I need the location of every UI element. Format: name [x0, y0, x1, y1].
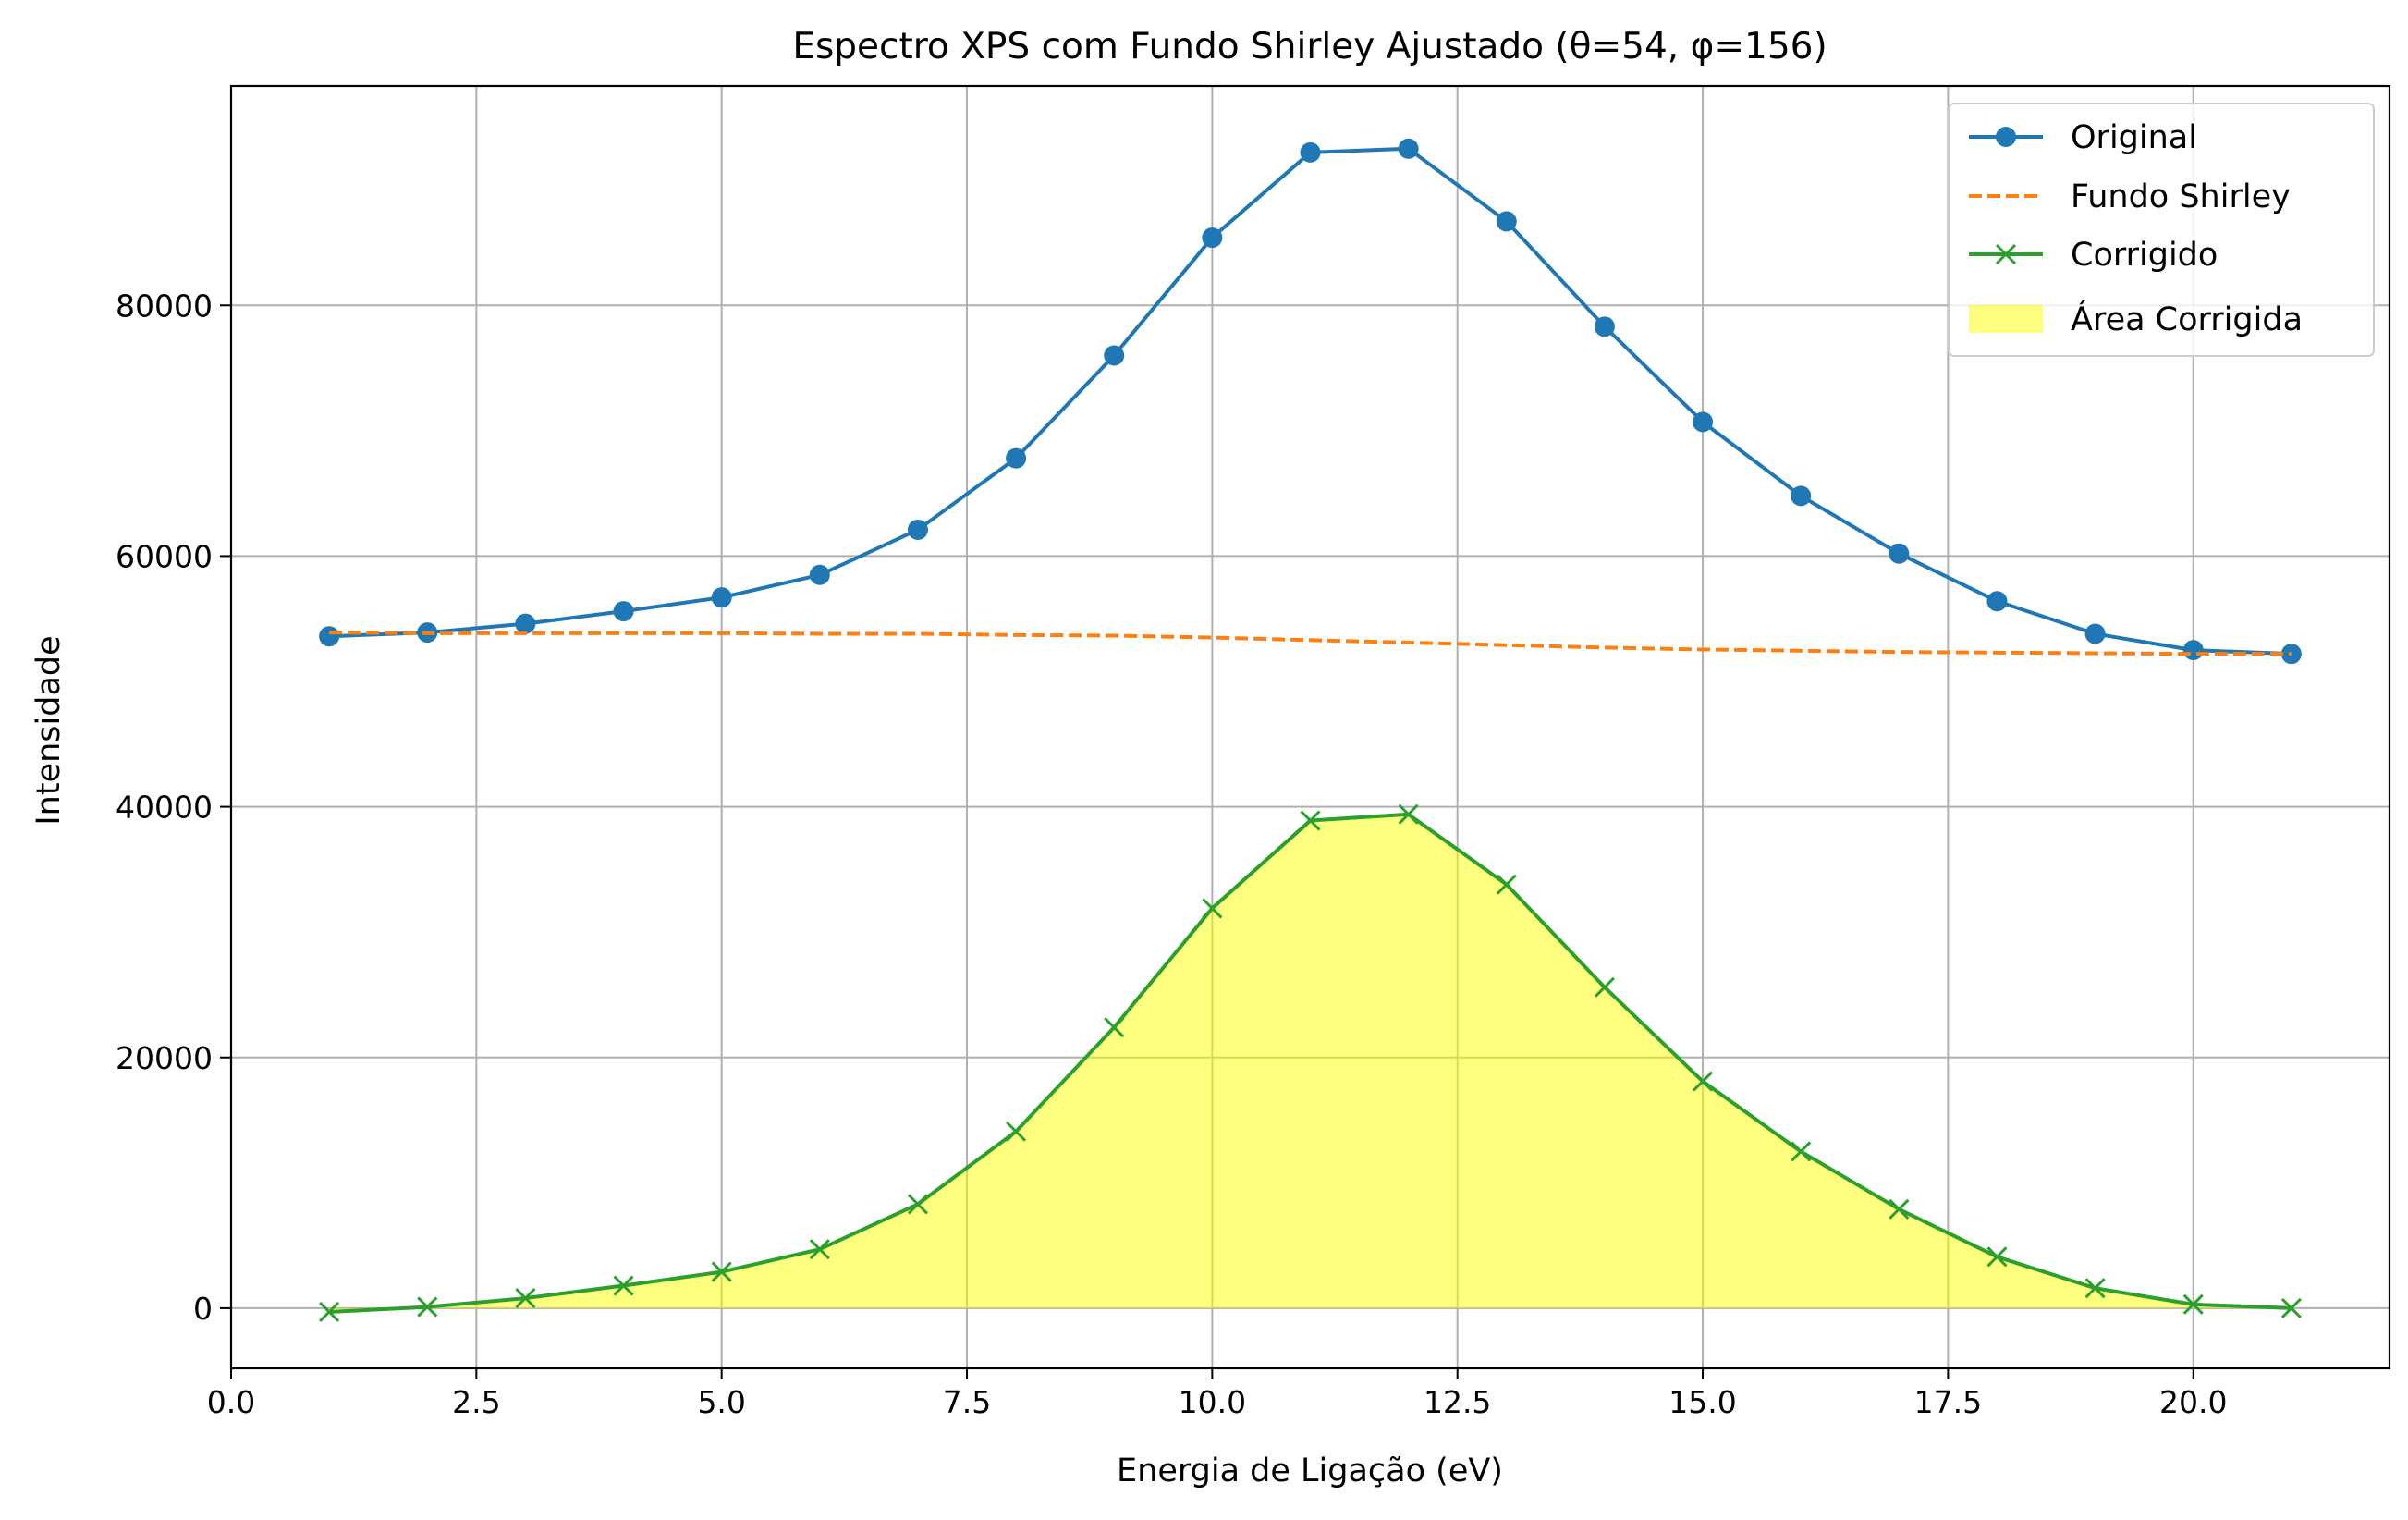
data-point-original: [515, 613, 536, 634]
legend: Original Fundo Shirley Corrigido Área Corri…: [1948, 103, 2375, 357]
data-point-corrigido: [1692, 1071, 1714, 1092]
data-point-corrigido: [2182, 1293, 2204, 1315]
x-marker-stroke: [907, 1194, 929, 1215]
x-tick-label: 10.0: [1179, 1384, 1246, 1420]
data-point-original: [1300, 141, 1321, 163]
x-tick-label: 7.5: [943, 1384, 991, 1420]
legend-label: Área Corrigida: [2071, 300, 2303, 338]
x-tick-label: 17.5: [1914, 1384, 1982, 1420]
data-point-original: [1496, 211, 1517, 232]
y-tick-label: 40000: [116, 790, 213, 826]
corrected-area-fill: [329, 814, 2292, 1312]
y-tick-label: 80000: [116, 288, 213, 324]
x-marker-stroke: [711, 1261, 732, 1282]
x-tick-label: 2.5: [452, 1384, 500, 1420]
legend-swatch-marker: [1995, 243, 2017, 265]
x-marker-stroke: [1594, 976, 1615, 998]
x-axis-label: Energia de Ligação (eV): [1117, 1453, 1503, 1489]
data-point-corrigido: [711, 1261, 732, 1282]
legend-swatch-fill: [1969, 305, 2043, 333]
data-point-original: [1006, 447, 1027, 469]
x-marker-stroke: [1791, 1141, 1812, 1162]
x-marker-stroke: [2280, 1297, 2302, 1318]
data-point-corrigido: [2084, 1278, 2106, 1299]
data-point-corrigido: [1496, 874, 1517, 895]
x-marker-stroke: [1496, 874, 1517, 895]
chart-title: Espectro XPS com Fundo Shirley Ajustado …: [792, 26, 1827, 67]
x-marker-stroke: [319, 1301, 340, 1323]
data-point-corrigido: [1398, 803, 1419, 825]
data-point-corrigido: [1594, 976, 1615, 998]
x-marker-stroke: [417, 1296, 438, 1318]
data-point-corrigido: [2280, 1297, 2302, 1318]
legend-swatch-marker: [1996, 127, 2016, 147]
data-point-corrigido: [1889, 1198, 1910, 1220]
x-marker-stroke: [1986, 1246, 2008, 1268]
x-marker-stroke: [809, 1239, 830, 1260]
x-marker-stroke: [1006, 1121, 1027, 1142]
y-axis-label: Intensidade: [31, 635, 67, 825]
data-point-corrigido: [1300, 810, 1321, 831]
data-point-corrigido: [1986, 1246, 2008, 1268]
x-marker-stroke: [1300, 810, 1321, 831]
x-axis: 0.0 2.5 5.0 7.5 10.0 12.5 15.0 17.5 20.0: [207, 1368, 2227, 1420]
data-point-corrigido: [1202, 898, 1223, 919]
data-point-corrigido: [809, 1239, 830, 1260]
data-point-corrigido: [907, 1194, 929, 1215]
data-point-corrigido: [417, 1296, 438, 1318]
y-axis: 0 20000 40000 60000 80000: [116, 288, 231, 1327]
data-point-original: [1398, 138, 1419, 159]
data-point-original: [1986, 591, 2008, 612]
data-point-original: [809, 564, 830, 585]
data-point-original: [1104, 345, 1125, 366]
series-layer: [319, 138, 2302, 1323]
x-marker-stroke: [2084, 1278, 2106, 1299]
y-tick-label: 0: [193, 1291, 213, 1327]
data-point-corrigido: [1006, 1121, 1027, 1142]
data-point-original: [319, 626, 340, 647]
y-tick-label: 20000: [116, 1040, 213, 1076]
data-point-corrigido: [1104, 1017, 1125, 1038]
data-point-original: [1594, 316, 1615, 337]
x-tick-label: 12.5: [1424, 1384, 1491, 1420]
x-marker-stroke: [515, 1288, 536, 1309]
data-point-corrigido: [319, 1301, 340, 1323]
data-point-original: [613, 601, 634, 622]
x-marker-stroke: [613, 1275, 634, 1296]
data-point-corrigido: [1791, 1141, 1812, 1162]
fill-area-layer: [329, 814, 2292, 1312]
series-line-fundo-shirley: [329, 631, 2292, 656]
legend-box: [1948, 103, 2375, 357]
legend-label: Corrigido: [2071, 237, 2218, 274]
x-tick-label: 20.0: [2159, 1384, 2227, 1420]
x-marker-stroke: [2182, 1293, 2204, 1315]
legend-label: Fundo Shirley: [2071, 178, 2291, 215]
y-tick-label: 60000: [116, 538, 213, 574]
data-point-corrigido: [515, 1288, 536, 1309]
data-point-corrigido: [613, 1275, 634, 1296]
data-point-original: [907, 519, 928, 540]
x-marker-stroke: [1398, 803, 1419, 825]
x-tick-label: 5.0: [697, 1384, 745, 1420]
x-marker-stroke: [1104, 1017, 1125, 1038]
plot-frame: [229, 84, 2391, 1370]
x-marker-stroke: [1692, 1071, 1714, 1092]
x-marker-stroke: [1889, 1198, 1910, 1220]
data-point-original: [1693, 411, 1714, 433]
data-point-original: [1202, 227, 1223, 249]
x-tick-label: 0.0: [207, 1384, 255, 1420]
data-point-original: [711, 587, 732, 608]
legend-label: Original: [2071, 119, 2197, 156]
data-point-original: [2182, 640, 2204, 661]
data-point-original: [1889, 543, 1910, 564]
x-tick-label: 15.0: [1668, 1384, 1736, 1420]
x-marker-stroke: [1202, 898, 1223, 919]
data-point-original: [1791, 485, 1812, 507]
data-point-original: [2084, 623, 2106, 644]
